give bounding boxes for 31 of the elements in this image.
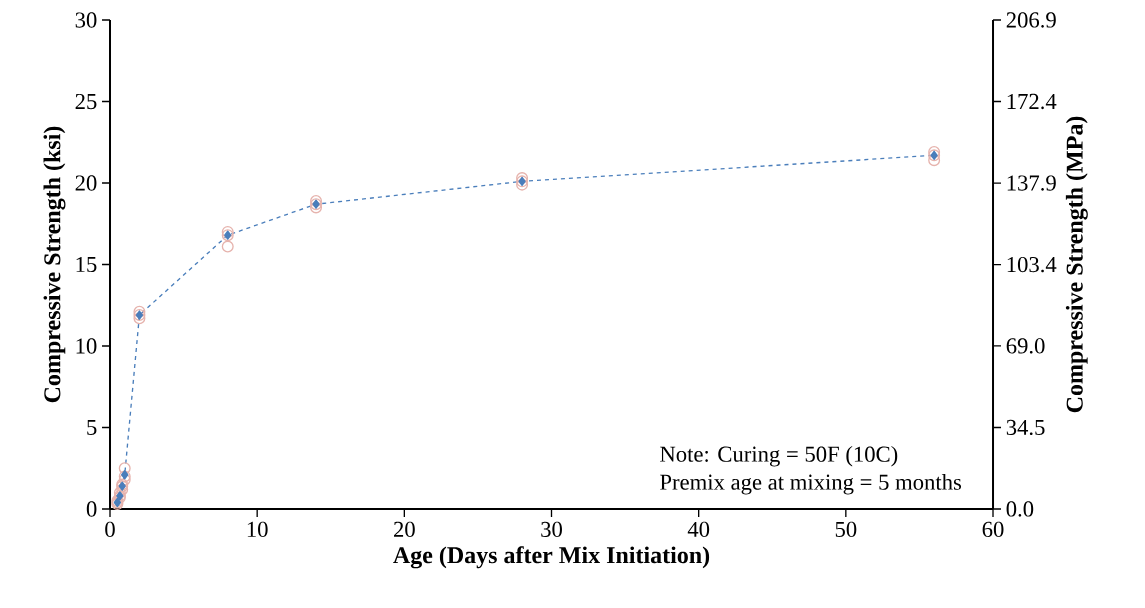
y-tick-label: 10 xyxy=(76,338,97,354)
y2-tick-label: 34.5 xyxy=(1006,419,1045,436)
x-tick-label: 50 xyxy=(835,521,857,538)
y2-tick-label: 172.4 xyxy=(1007,93,1057,110)
y-tick-label: 0 xyxy=(86,501,97,517)
x-axis-title: Age (Days after Mix Initiation) xyxy=(393,546,710,569)
y-tick-label: 25 xyxy=(75,93,97,110)
x-tick-label: 40 xyxy=(687,521,710,538)
x-tick-label: 0 xyxy=(105,521,115,538)
x-tick-label: 30 xyxy=(541,521,562,538)
y-tick-label: 5 xyxy=(87,419,97,436)
y-tick-label: 30 xyxy=(75,12,97,28)
y2-axis-title: Compressive Strength (MPa) xyxy=(1065,116,1088,413)
point xyxy=(310,194,323,207)
y2-tick-label: 69.0 xyxy=(1006,338,1045,354)
x-tick-label: 10 xyxy=(247,521,268,538)
y2-tick-label: 103.4 xyxy=(1007,256,1057,273)
x-tick-label: 60 xyxy=(982,521,1004,538)
y-tick-label: 20 xyxy=(75,175,97,191)
y2-tick-label: 206.9 xyxy=(1006,12,1056,28)
point xyxy=(221,225,234,238)
point xyxy=(118,462,131,475)
annotation: Premix age at mixing = 5 months xyxy=(660,473,962,495)
y-axis-title: Compressive Strength (ksi) xyxy=(43,126,66,403)
y2-tick-label: 0.0 xyxy=(1006,501,1034,517)
point xyxy=(221,240,234,253)
y-tick-label: 15 xyxy=(76,256,97,273)
point xyxy=(133,305,146,318)
y2-tick-label: 137.9 xyxy=(1007,175,1056,191)
x-tick-label: 20 xyxy=(394,521,415,538)
annotation: Note: Curing = 50F (10C) xyxy=(660,445,898,467)
